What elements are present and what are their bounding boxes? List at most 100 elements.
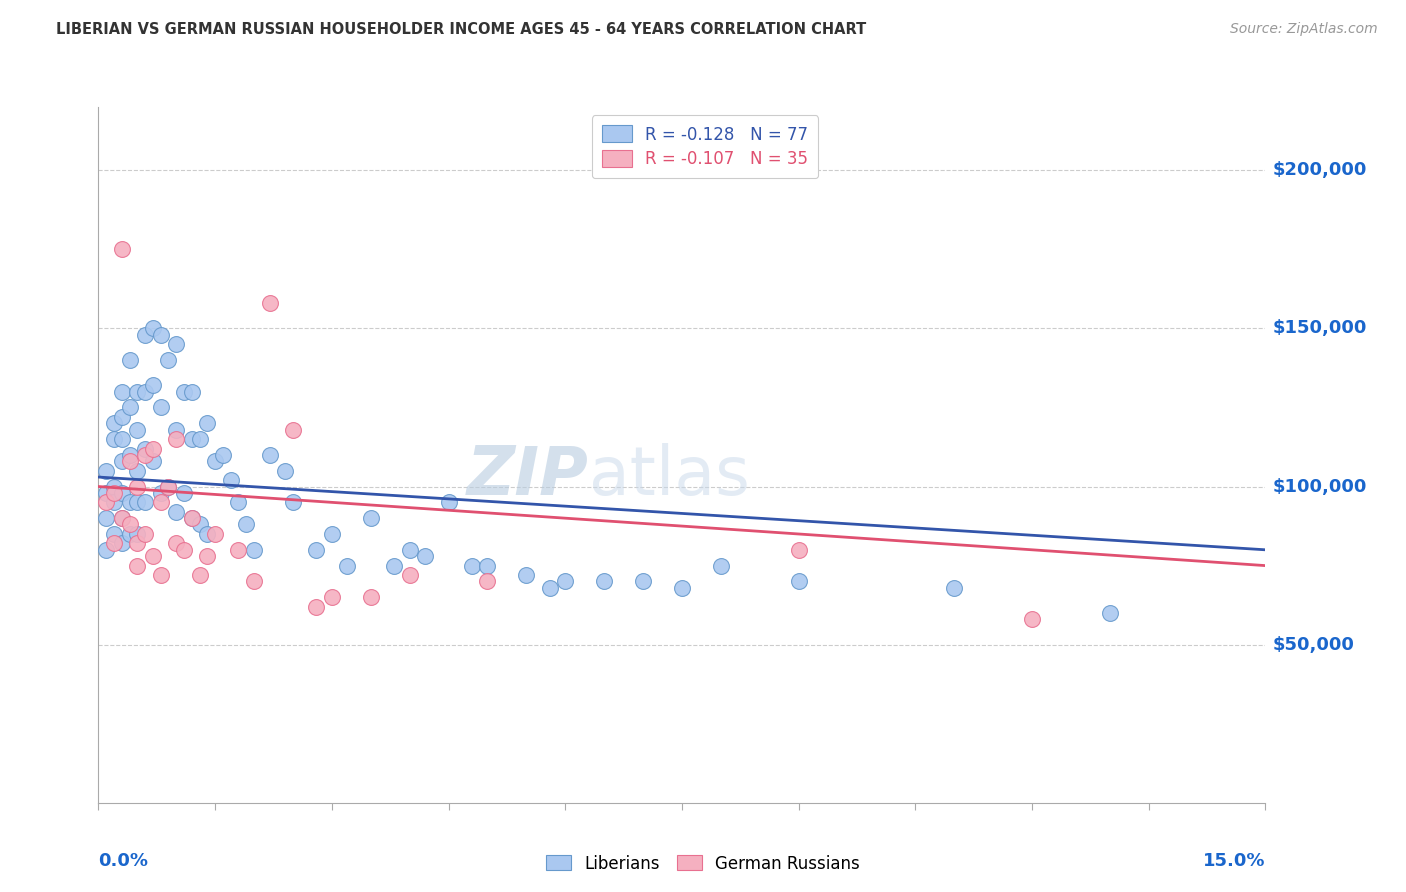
Point <box>157 353 180 368</box>
Point <box>149 401 172 415</box>
Legend: Liberians, German Russians: Liberians, German Russians <box>540 848 866 880</box>
Point <box>204 454 226 468</box>
Point <box>96 495 118 509</box>
Point <box>118 527 141 541</box>
Point <box>111 384 134 399</box>
Point <box>477 558 499 573</box>
Point <box>235 517 257 532</box>
Point <box>103 486 125 500</box>
Point <box>111 486 134 500</box>
Point <box>195 527 218 541</box>
Point <box>173 384 195 399</box>
Point <box>142 549 165 563</box>
Point <box>538 581 561 595</box>
Point <box>142 442 165 456</box>
Text: $150,000: $150,000 <box>1272 319 1367 337</box>
Point <box>165 505 187 519</box>
Point <box>103 527 125 541</box>
Point <box>149 495 172 509</box>
Point <box>157 479 180 493</box>
Text: Source: ZipAtlas.com: Source: ZipAtlas.com <box>1230 22 1378 37</box>
Point <box>228 542 250 557</box>
Point <box>165 432 187 446</box>
Point <box>96 542 118 557</box>
Point <box>127 423 149 437</box>
Point <box>321 591 343 605</box>
Point <box>142 378 165 392</box>
Text: $50,000: $50,000 <box>1272 636 1354 654</box>
Point <box>111 511 134 525</box>
Point <box>413 549 436 563</box>
Text: 15.0%: 15.0% <box>1204 852 1265 870</box>
Point <box>127 464 149 478</box>
Point <box>593 574 616 589</box>
Point <box>134 495 156 509</box>
Point <box>360 591 382 605</box>
Point <box>274 464 297 478</box>
Point <box>165 337 187 351</box>
Point <box>142 454 165 468</box>
Point <box>477 574 499 589</box>
Point <box>188 568 211 582</box>
Point <box>398 542 420 557</box>
Point <box>127 558 149 573</box>
Point <box>157 479 180 493</box>
Point <box>787 574 810 589</box>
Point <box>111 536 134 550</box>
Point <box>180 384 202 399</box>
Text: $200,000: $200,000 <box>1272 161 1367 179</box>
Point <box>515 568 537 582</box>
Text: 0.0%: 0.0% <box>98 852 149 870</box>
Point <box>127 495 149 509</box>
Point <box>219 473 242 487</box>
Point <box>180 432 202 446</box>
Point <box>554 574 576 589</box>
Point <box>321 527 343 541</box>
Point <box>111 511 134 525</box>
Point <box>111 432 134 446</box>
Point <box>96 486 118 500</box>
Point <box>195 417 218 431</box>
Point <box>118 401 141 415</box>
Point <box>1021 612 1043 626</box>
Point <box>165 536 187 550</box>
Point <box>118 517 141 532</box>
Point <box>173 542 195 557</box>
Point <box>127 536 149 550</box>
Text: LIBERIAN VS GERMAN RUSSIAN HOUSEHOLDER INCOME AGES 45 - 64 YEARS CORRELATION CHA: LIBERIAN VS GERMAN RUSSIAN HOUSEHOLDER I… <box>56 22 866 37</box>
Point <box>103 495 125 509</box>
Point <box>103 432 125 446</box>
Point <box>631 574 654 589</box>
Point <box>461 558 484 573</box>
Point <box>180 511 202 525</box>
Point <box>281 423 304 437</box>
Text: atlas: atlas <box>589 442 749 508</box>
Point <box>180 511 202 525</box>
Point <box>710 558 733 573</box>
Point <box>134 384 156 399</box>
Point <box>149 568 172 582</box>
Point <box>149 486 172 500</box>
Point <box>165 423 187 437</box>
Point <box>259 296 281 310</box>
Point <box>127 384 149 399</box>
Point <box>671 581 693 595</box>
Point <box>103 479 125 493</box>
Point <box>336 558 359 573</box>
Point <box>111 243 134 257</box>
Point <box>118 454 141 468</box>
Point <box>118 353 141 368</box>
Point <box>111 454 134 468</box>
Point <box>228 495 250 509</box>
Point <box>149 327 172 342</box>
Point <box>118 448 141 462</box>
Point <box>96 511 118 525</box>
Point <box>173 486 195 500</box>
Point <box>188 432 211 446</box>
Legend: R = -0.128   N = 77, R = -0.107   N = 35: R = -0.128 N = 77, R = -0.107 N = 35 <box>592 115 818 178</box>
Point <box>281 495 304 509</box>
Point <box>134 448 156 462</box>
Point <box>243 574 266 589</box>
Text: $100,000: $100,000 <box>1272 477 1367 496</box>
Point <box>243 542 266 557</box>
